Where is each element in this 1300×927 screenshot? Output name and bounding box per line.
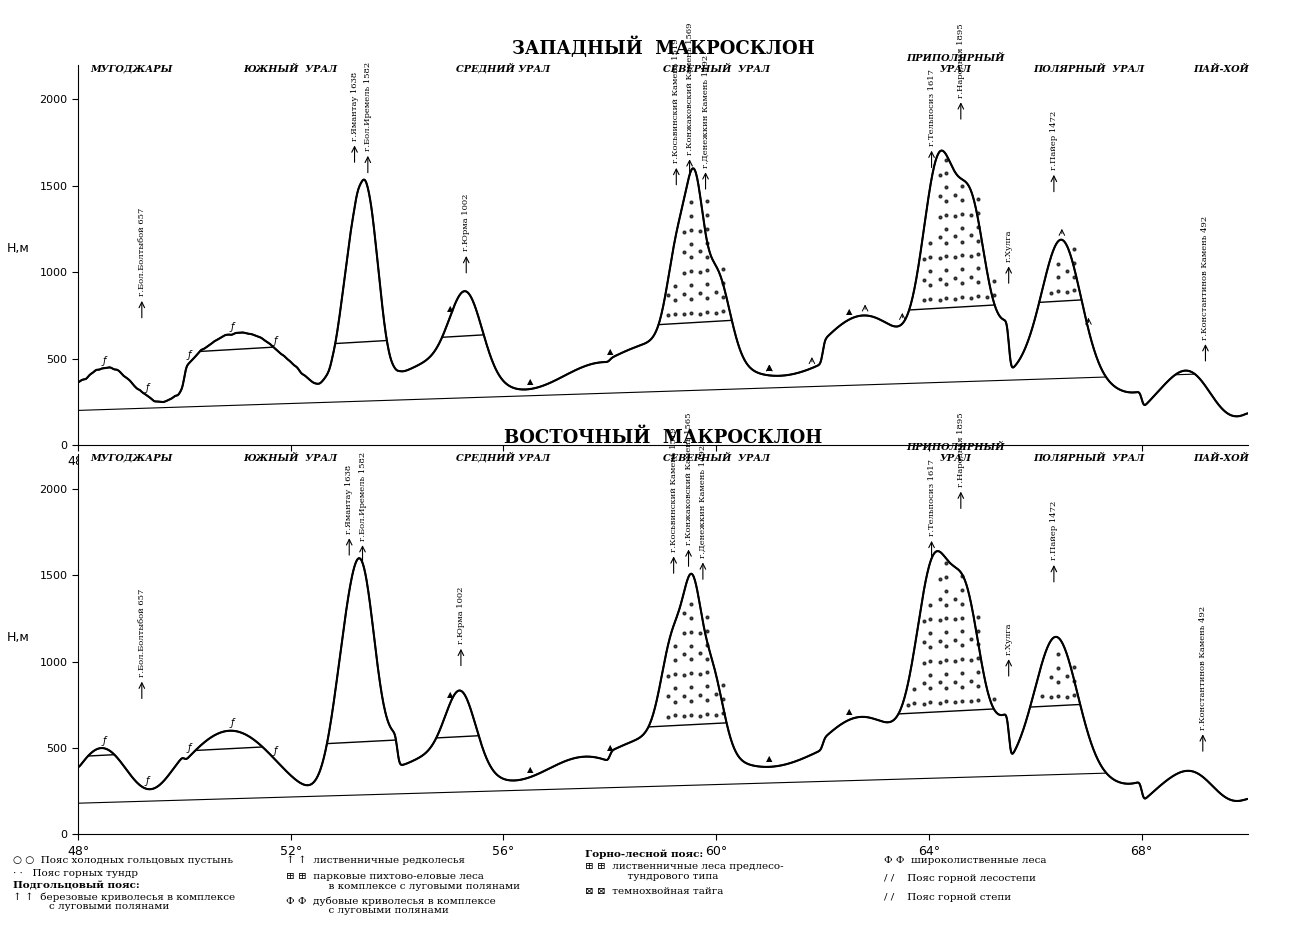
Text: г.Бол.Болтыбой 657: г.Бол.Болтыбой 657 <box>138 208 146 297</box>
Text: СЕВЕРНЫЙ  УРАЛ: СЕВЕРНЫЙ УРАЛ <box>663 65 770 73</box>
Text: г.Денежкин Камень 1492: г.Денежкин Камень 1492 <box>702 55 710 168</box>
Text: ↑ ↑  березовые криволесья в комплексе: ↑ ↑ березовые криволесья в комплексе <box>13 893 235 902</box>
Text: ↑ ↑  лиственничные редколесья: ↑ ↑ лиственничные редколесья <box>286 856 465 865</box>
Text: ƒ: ƒ <box>230 718 234 729</box>
Text: г.Хулга: г.Хулга <box>1005 229 1013 261</box>
Y-axis label: Н,м: Н,м <box>8 242 30 255</box>
Text: г.Константинов Камень 492: г.Константинов Камень 492 <box>1201 215 1209 339</box>
Text: г.Бол.Иремель 1582: г.Бол.Иремель 1582 <box>359 451 367 540</box>
Text: ○ ○  Пояс холодных гольцовых пустынь: ○ ○ Пояс холодных гольцовых пустынь <box>13 856 233 865</box>
Text: г.Тельпосиз 1617: г.Тельпосиз 1617 <box>928 459 936 537</box>
Text: г.Ямантау 1638: г.Ямантау 1638 <box>346 464 354 534</box>
Text: ЮЖНЫЙ  УРАЛ: ЮЖНЫЙ УРАЛ <box>243 65 338 73</box>
Text: ƒ: ƒ <box>103 356 107 365</box>
Text: ▲: ▲ <box>846 307 853 316</box>
Text: ▲: ▲ <box>447 304 454 312</box>
Text: г.Пайер 1472: г.Пайер 1472 <box>1050 111 1058 171</box>
Text: г.Косьвинский Камень 1519: г.Косьвинский Камень 1519 <box>672 39 680 163</box>
Text: ▲: ▲ <box>526 765 533 774</box>
Text: СРЕДНИЙ УРАЛ: СРЕДНИЙ УРАЛ <box>456 452 550 463</box>
Text: ⊞ ⊞  лиственничные леса предлесо-: ⊞ ⊞ лиственничные леса предлесо- <box>585 862 784 871</box>
Text: / /    Пояс горной лесостепи: / / Пояс горной лесостепи <box>884 874 1036 883</box>
Text: с луговыми полянами: с луговыми полянами <box>296 906 450 915</box>
Text: ЮЖНЫЙ  УРАЛ: ЮЖНЫЙ УРАЛ <box>243 454 338 463</box>
Text: СЕВЕРНЫЙ  УРАЛ: СЕВЕРНЫЙ УРАЛ <box>663 454 770 463</box>
Text: с луговыми полянами: с луговыми полянами <box>23 902 169 911</box>
Title: ЗАПАДНЫЙ  МАКРОСКЛОН: ЗАПАДНЫЙ МАКРОСКЛОН <box>512 36 814 57</box>
Text: МУГОДЖАРЫ: МУГОДЖАРЫ <box>90 454 173 463</box>
Text: г.Пайер 1472: г.Пайер 1472 <box>1050 502 1058 561</box>
Text: ƒ: ƒ <box>273 746 277 756</box>
Text: ▲: ▲ <box>766 363 772 372</box>
Text: в комплексе с луговыми полянами: в комплексе с луговыми полянами <box>296 882 520 891</box>
Text: г.Бол.Иремель 1582: г.Бол.Иремель 1582 <box>364 62 372 151</box>
Text: ▲: ▲ <box>526 376 533 386</box>
Text: ПОЛЯРНЫЙ  УРАЛ: ПОЛЯРНЫЙ УРАЛ <box>1032 454 1144 463</box>
Text: Подгольцовый пояс:: Подгольцовый пояс: <box>13 882 140 891</box>
Text: МУГОДЖАРЫ: МУГОДЖАРЫ <box>90 65 173 73</box>
Text: г.Юрма 1002: г.Юрма 1002 <box>463 194 471 251</box>
Text: Ф Ф  дубовые криволесья в комплексе: Ф Ф дубовые криволесья в комплексе <box>286 896 495 906</box>
Text: тундрового типа: тундрового типа <box>595 872 719 882</box>
Text: ▲: ▲ <box>607 743 614 752</box>
Text: ƒ: ƒ <box>188 349 191 360</box>
Text: г.Денежкин Камень 1492: г.Денежкин Камень 1492 <box>699 445 707 558</box>
Text: ƒ: ƒ <box>230 322 234 332</box>
Text: ⊞ ⊞  парковые пихтово-еловые леса: ⊞ ⊞ парковые пихтово-еловые леса <box>286 871 484 881</box>
Text: г.Конжаковский Камень 1565: г.Конжаковский Камень 1565 <box>685 413 693 545</box>
Text: ⊠ ⊠  темнохвойная тайга: ⊠ ⊠ темнохвойная тайга <box>585 887 723 896</box>
Text: г.Хулга: г.Хулга <box>1005 622 1013 654</box>
Text: СРЕДНИЙ УРАЛ: СРЕДНИЙ УРАЛ <box>456 63 550 73</box>
Text: / /    Пояс горной степи: / / Пояс горной степи <box>884 893 1011 902</box>
Text: ПАЙ-ХОЙ: ПАЙ-ХОЙ <box>1193 65 1249 73</box>
Text: ▲: ▲ <box>766 755 772 764</box>
Text: · ·   Пояс горных тундр: · · Пояс горных тундр <box>13 869 138 878</box>
Text: г.Косьвинский Камень 1519: г.Косьвинский Камень 1519 <box>670 427 677 552</box>
Text: ПАЙ-ХОЙ: ПАЙ-ХОЙ <box>1193 454 1249 463</box>
Text: ▲: ▲ <box>607 348 614 356</box>
Text: ƒ: ƒ <box>146 777 148 786</box>
Text: г.Народная 1895: г.Народная 1895 <box>957 23 965 97</box>
Text: ▲: ▲ <box>846 707 853 717</box>
Text: ƒ: ƒ <box>188 743 191 754</box>
Text: Ф Ф  широколиственные леса: Ф Ф широколиственные леса <box>884 856 1046 865</box>
Y-axis label: Н,м: Н,м <box>8 631 30 644</box>
Text: ƒ: ƒ <box>146 383 148 393</box>
Title: ВОСТОЧНЫЙ  МАКРОСКЛОН: ВОСТОЧНЫЙ МАКРОСКЛОН <box>504 428 822 447</box>
Text: г.Народная 1895: г.Народная 1895 <box>957 413 965 487</box>
Text: ПРИПОЛЯРНЫЙ
УРАЛ: ПРИПОЛЯРНЫЙ УРАЛ <box>906 54 1005 73</box>
Text: Горно-лесной пояс:: Горно-лесной пояс: <box>585 850 703 859</box>
Text: ▲: ▲ <box>447 691 454 700</box>
Text: г.Юрма 1002: г.Юрма 1002 <box>456 587 465 644</box>
Text: г.Бол.Болтыбой 657: г.Бол.Болтыбой 657 <box>138 589 146 677</box>
Text: ПОЛЯРНЫЙ  УРАЛ: ПОЛЯРНЫЙ УРАЛ <box>1032 65 1144 73</box>
Text: ƒ: ƒ <box>103 736 107 745</box>
Text: г.Ямантау 1638: г.Ямантау 1638 <box>351 71 359 141</box>
Text: ПРИПОЛЯРНЫЙ
УРАЛ: ПРИПОЛЯРНЫЙ УРАЛ <box>906 443 1005 463</box>
Text: г.Тельпосиз 1617: г.Тельпосиз 1617 <box>928 70 936 146</box>
Text: г.Константинов Камень 492: г.Константинов Камень 492 <box>1199 605 1206 730</box>
Text: ƒ: ƒ <box>273 336 277 346</box>
Text: г.Конжаковский Камень 1569: г.Конжаковский Камень 1569 <box>685 22 694 155</box>
